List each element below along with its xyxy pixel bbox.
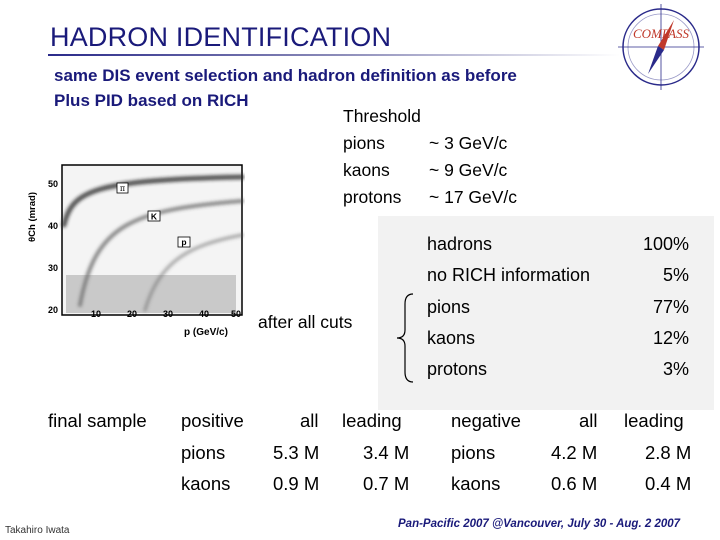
threshold-value: ~ 9 GeV/c [429, 160, 508, 180]
compass-logo: COMPASS [618, 4, 704, 90]
negative-particle: pions [451, 442, 496, 463]
negative-all-value: 4.2 M [551, 442, 598, 463]
positive-all-value: 5.3 M [273, 442, 320, 463]
composition-value: 12% [652, 328, 689, 348]
composition-name: no RICH information [427, 265, 591, 285]
negative-particle: kaons [451, 473, 501, 494]
x-tick: 20 [127, 309, 137, 319]
proton-band [143, 233, 244, 312]
composition-value: 77% [652, 297, 689, 317]
footer-conference: Pan-Pacific 2007 @Vancouver, July 30 - A… [398, 518, 681, 530]
composition-name: kaons [427, 328, 476, 348]
pion-band [61, 174, 245, 228]
y-tick: 30 [48, 263, 58, 273]
composition-value: 3% [662, 359, 689, 379]
threshold-particle: protons [343, 187, 402, 207]
proton-label: p [181, 237, 186, 247]
subtitle-line-2: Plus PID based on RICH [54, 91, 249, 110]
negative-all-header: all [579, 410, 598, 431]
rich-angle-plot: π K p 20 30 40 50 10 20 30 40 50 p (GeV/… [20, 155, 245, 345]
pion-label: π [120, 184, 125, 193]
composition-name: protons [427, 359, 488, 379]
positive-particle: kaons [181, 473, 231, 494]
logo-text: COMPASS [633, 26, 690, 41]
threshold-particle: pions [343, 133, 385, 153]
brace-icon [396, 293, 414, 383]
x-tick: 50 [231, 309, 241, 319]
negative-header: negative [451, 410, 521, 431]
pion-label-box [116, 182, 129, 194]
negative-all-value: 0.6 M [551, 473, 598, 494]
composition-name: pions [427, 297, 471, 317]
composition-row: kaons 12% [427, 328, 689, 349]
negative-leading-value: 2.8 M [645, 442, 692, 463]
title-underline [48, 54, 620, 56]
positive-all-header: all [300, 410, 319, 431]
negative-leading-header: leading [624, 410, 684, 431]
composition-row: no RICH information 5% [427, 265, 689, 286]
x-axis-label: p (GeV/c) [184, 327, 228, 338]
composition-row: protons 3% [427, 359, 689, 380]
positive-header: positive [181, 410, 244, 431]
after-cuts-label: after all cuts [258, 312, 353, 332]
x-tick: 40 [199, 309, 209, 319]
threshold-row: kaons ~ 9 GeV/c [343, 160, 507, 181]
threshold-title: Threshold [343, 106, 421, 126]
composition-value: 5% [662, 265, 689, 285]
x-tick: 30 [163, 309, 173, 319]
threshold-row: pions ~ 3 GeV/c [343, 133, 507, 154]
threshold-particle: kaons [343, 160, 390, 180]
y-tick: 50 [48, 179, 58, 189]
negative-leading-value: 0.4 M [645, 473, 692, 494]
composition-panel [378, 216, 714, 410]
kaon-label-box [147, 210, 161, 222]
y-axis-label: θCh (mrad) [27, 192, 38, 242]
composition-row: hadrons 100% [427, 234, 689, 255]
y-tick: 40 [48, 221, 58, 231]
x-tick: 10 [91, 309, 101, 319]
threshold-row: protons ~ 17 GeV/c [343, 187, 517, 208]
kaon-band [78, 199, 244, 307]
footer-author: Takahiro Iwata [5, 525, 70, 536]
positive-leading-value: 0.7 M [363, 473, 410, 494]
y-tick: 20 [48, 305, 58, 315]
slide-title: HADRON IDENTIFICATION [50, 22, 392, 52]
positive-particle: pions [181, 442, 226, 463]
kaon-label: K [151, 212, 158, 222]
positive-all-value: 0.9 M [273, 473, 320, 494]
positive-leading-header: leading [342, 410, 402, 431]
subtitle-line-1: same DIS event selection and hadron defi… [54, 66, 517, 85]
positive-leading-value: 3.4 M [363, 442, 410, 463]
composition-name: hadrons [427, 234, 493, 254]
proton-label-box [177, 236, 191, 248]
composition-row: pions 77% [427, 297, 689, 318]
final-sample-label: final sample [48, 410, 147, 431]
threshold-value: ~ 17 GeV/c [429, 187, 518, 207]
threshold-value: ~ 3 GeV/c [429, 133, 508, 153]
composition-value: 100% [642, 234, 689, 254]
